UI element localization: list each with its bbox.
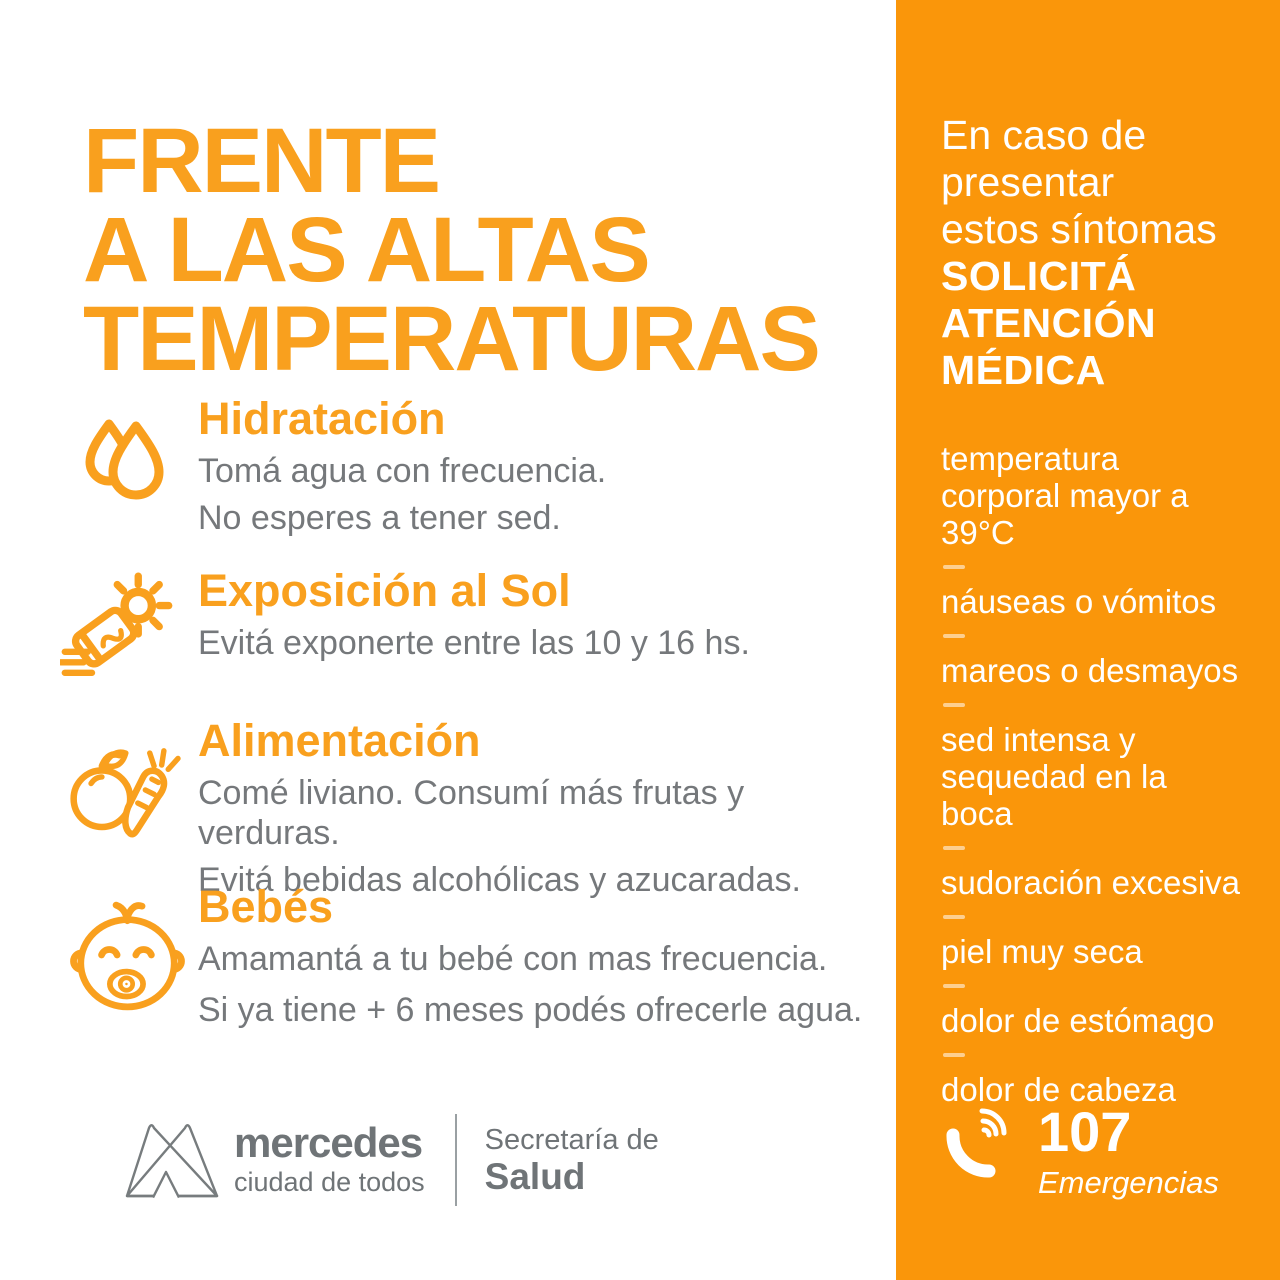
section-text-line: Evitá exponerte entre las 10 y 16 hs. — [198, 624, 750, 662]
symptom-list: temperatura corporal mayor a 39°C náusea… — [941, 440, 1246, 1108]
panel-intro: En caso de presentar estos síntomas SOLI… — [941, 112, 1246, 394]
symptom-item: sed intensa y sequedad en la boca — [941, 721, 1167, 832]
separator-dash — [943, 1053, 965, 1057]
page-title: FRENTE A LAS ALTAS TEMPERATURAS — [83, 109, 821, 390]
intro-line: presentar — [941, 159, 1115, 205]
symptom-item: temperatura corporal mayor a 39°C — [941, 440, 1189, 551]
cta-line: MÉDICA — [941, 347, 1106, 393]
emergency-label: Emergencias — [1038, 1165, 1219, 1200]
symptoms-panel: En caso de presentar estos síntomas SOLI… — [896, 0, 1280, 1280]
title-line-1: FRENTE — [83, 109, 441, 212]
section-title: Hidratación — [198, 393, 446, 444]
section-alimentacion: Alimentación Comé liviano. Consumí más f… — [198, 716, 888, 900]
section-text-line: Si ya tiene + 6 meses podés ofrecerle ag… — [198, 991, 863, 1029]
emergency-number: 107 — [1038, 1100, 1132, 1163]
separator-dash — [943, 846, 965, 850]
section-text-line: Tomá agua con frecuencia. — [198, 452, 607, 490]
emergency-block: 107 Emergencias — [940, 1103, 1219, 1201]
brand-tagline: ciudad de todos — [234, 1166, 425, 1197]
title-line-3: TEMPERATURAS — [83, 287, 821, 390]
cta-line: ATENCIÓN — [941, 300, 1157, 346]
symptom-item: mareos o desmayos — [941, 652, 1239, 689]
separator-dash — [943, 915, 965, 919]
section-text-line: Amamantá a tu bebé con mas frecuencia. — [198, 940, 828, 978]
baby-icon — [60, 892, 195, 1020]
separator-dash — [943, 565, 965, 569]
section-title: Bebés — [198, 881, 334, 932]
symptom-item: dolor de estómago — [941, 1002, 1215, 1039]
separator-dash — [943, 984, 965, 988]
section-hidratacion: Hidratación Tomá agua con frecuencia. No… — [198, 394, 888, 538]
cta-line: SOLICITÁ — [941, 253, 1137, 299]
apple-carrot-icon — [58, 740, 198, 840]
section-text-line: No esperes a tener sed. — [198, 499, 561, 537]
section-bebes: Bebés Amamantá a tu bebé con mas frecuen… — [198, 882, 888, 1030]
separator-dash — [943, 703, 965, 707]
intro-line: En caso de — [941, 112, 1147, 158]
section-title: Alimentación — [198, 715, 481, 766]
footer-divider — [454, 1114, 457, 1206]
water-drops-icon — [76, 406, 176, 506]
sunscreen-sun-icon — [60, 572, 185, 677]
section-title: Exposición al Sol — [198, 565, 571, 616]
mercedes-m-logo — [122, 1119, 222, 1201]
org-name-line2: Salud — [484, 1155, 586, 1197]
footer-logos: mercedes ciudad de todos Secretaría de S… — [122, 1104, 659, 1216]
org-name-line1: Secretaría de — [484, 1123, 659, 1156]
phone-icon — [940, 1103, 1012, 1191]
section-exposicion: Exposición al Sol Evitá exponerte entre … — [198, 566, 888, 663]
brand-name: mercedes — [234, 1118, 423, 1166]
section-text-line: Comé liviano. Consumí más frutas y verdu… — [198, 774, 745, 852]
symptom-item: sudoración excesiva — [941, 864, 1240, 901]
symptom-item: náuseas o vómitos — [941, 583, 1217, 620]
section-text-line: Evitá bebidas alcohólicas y azucaradas. — [198, 861, 801, 899]
title-line-2: A LAS ALTAS — [83, 198, 651, 301]
symptom-item: piel muy seca — [941, 933, 1143, 970]
separator-dash — [943, 634, 965, 638]
symptom-item: dolor de cabeza — [941, 1071, 1176, 1108]
intro-line: estos síntomas — [941, 206, 1217, 252]
